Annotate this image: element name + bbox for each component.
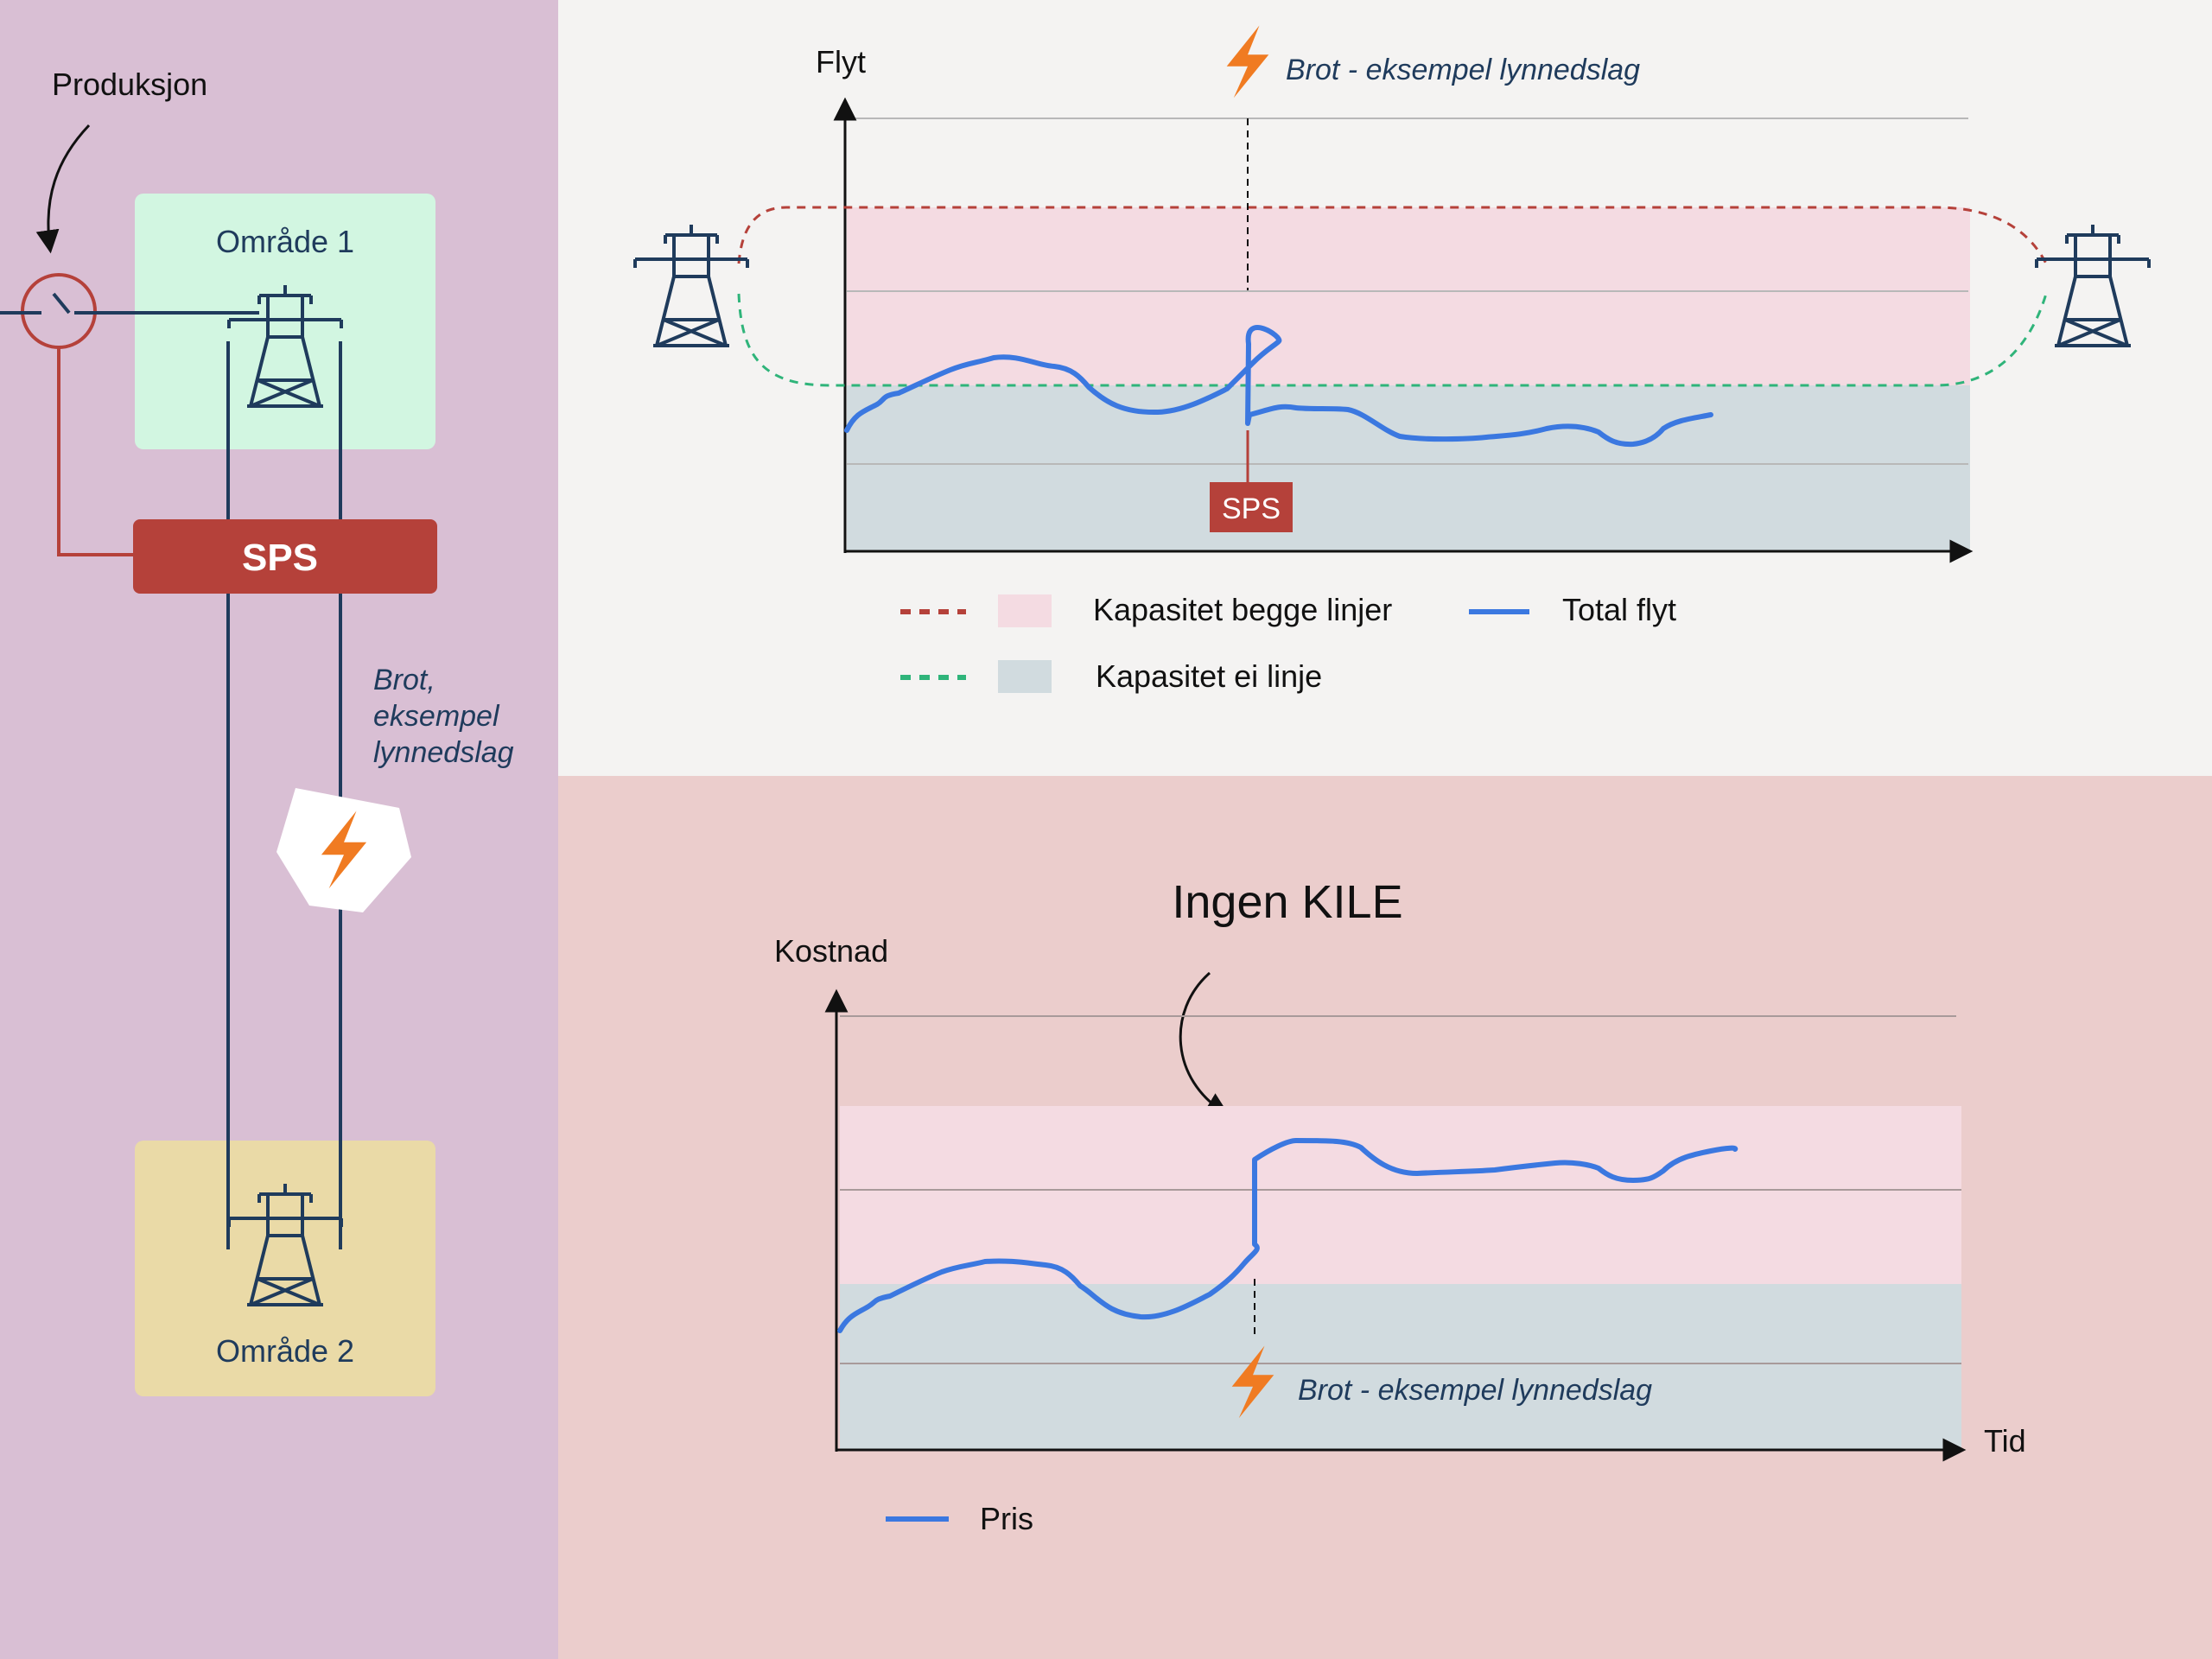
- sps-signal-line: [57, 347, 135, 556]
- produksjon-arrow: [35, 124, 91, 254]
- fault-label-line1: Brot,: [373, 664, 435, 696]
- legend-capacity-both: Kapasitet begge linjer: [1093, 592, 1392, 627]
- fault-label: Brot - eksempel lynnedslag: [1298, 1374, 1652, 1407]
- legend-gray-swatch: [998, 660, 1052, 693]
- sps-marker: [1210, 482, 1293, 532]
- area2-box: [135, 1141, 435, 1396]
- band-capacity-one: [840, 1284, 1961, 1450]
- title-arrow: [1179, 971, 1230, 1116]
- legend-capacity-one: Kapasitet ei linje: [1096, 658, 1322, 694]
- sps-marker-label: SPS: [1222, 493, 1281, 525]
- legend-pink-swatch: [998, 594, 1052, 627]
- area1-label: Område 1: [216, 224, 354, 259]
- legend-price: Pris: [980, 1501, 1033, 1536]
- sps-box: [133, 519, 437, 594]
- y-axis-label: Flyt: [816, 44, 866, 79]
- bottom-chart-title: Ingen KILE: [1172, 876, 1402, 928]
- sps-box-label: SPS: [242, 537, 318, 579]
- fault-label-line3: lynnedslag: [373, 736, 514, 769]
- left-panel: Produksjon Område 1 Område 2 SPS Brot, e…: [0, 67, 514, 1396]
- capacity-both-dashed-line: [737, 206, 2048, 264]
- band-capacity-both: [847, 207, 1970, 385]
- band-capacity-both: [840, 1106, 1961, 1284]
- total-flow-line: [844, 325, 1713, 448]
- x-axis-label: Tid: [1984, 1423, 2026, 1459]
- bottom-chart: Ingen KILE Kostnad Tid Brot - eksempel l…: [774, 876, 2026, 1536]
- area2-label: Område 2: [216, 1333, 354, 1369]
- capacity-one-dashed-line: [737, 293, 2048, 387]
- y-axis-label: Kostnad: [774, 933, 888, 969]
- price-line: [837, 1138, 1738, 1333]
- fault-label: Brot - eksempel lynnedslag: [1286, 54, 1640, 86]
- fault-label-line2: eksempel: [373, 700, 500, 733]
- top-chart: Flyt Brot - eksempel lynnedslag SPS Kapa…: [633, 25, 2151, 694]
- produksjon-label: Produksjon: [52, 67, 207, 102]
- legend-total-flow: Total flyt: [1562, 592, 1676, 627]
- band-capacity-one: [847, 385, 1970, 551]
